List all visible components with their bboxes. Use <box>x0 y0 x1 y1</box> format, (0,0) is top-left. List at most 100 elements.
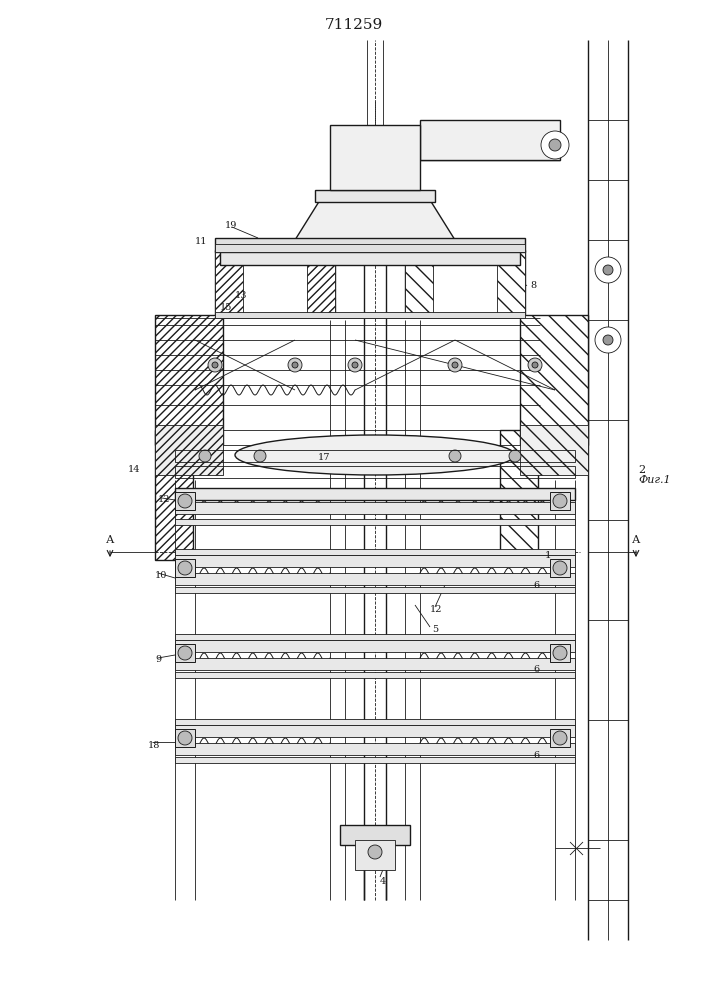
Circle shape <box>368 845 382 859</box>
Circle shape <box>288 358 302 372</box>
Bar <box>175 549 575 555</box>
Circle shape <box>528 358 542 372</box>
Circle shape <box>595 327 621 353</box>
Bar <box>220 252 520 265</box>
Bar <box>215 238 525 252</box>
Text: 19: 19 <box>225 221 238 230</box>
Bar <box>215 250 335 315</box>
Bar <box>550 644 570 662</box>
Bar <box>405 250 525 315</box>
Bar <box>520 315 588 445</box>
Text: 1: 1 <box>543 550 550 560</box>
Circle shape <box>348 358 362 372</box>
Bar <box>175 559 195 577</box>
Bar <box>175 488 575 500</box>
Bar <box>420 120 560 160</box>
Bar <box>175 725 575 737</box>
Circle shape <box>178 494 192 508</box>
Text: 6: 6 <box>533 666 539 674</box>
Circle shape <box>212 362 218 368</box>
Circle shape <box>549 139 561 151</box>
Text: 18: 18 <box>148 740 160 750</box>
Polygon shape <box>295 200 455 240</box>
Bar <box>340 825 410 845</box>
Text: 16: 16 <box>220 247 233 256</box>
Text: 2: 2 <box>638 465 645 475</box>
Circle shape <box>532 362 538 368</box>
Text: 17: 17 <box>318 452 330 462</box>
Circle shape <box>292 362 298 368</box>
Text: 1: 1 <box>545 550 551 560</box>
Circle shape <box>199 450 211 462</box>
Text: 6: 6 <box>533 750 539 760</box>
Bar <box>155 425 223 475</box>
Bar <box>550 559 570 577</box>
Bar <box>497 250 525 315</box>
Text: 15: 15 <box>220 302 233 312</box>
Text: А: А <box>632 535 640 545</box>
Circle shape <box>434 239 446 251</box>
Circle shape <box>452 362 458 368</box>
Text: 10: 10 <box>155 570 168 580</box>
Text: 8: 8 <box>530 280 536 290</box>
Bar <box>355 840 395 870</box>
Bar <box>307 250 335 315</box>
Bar <box>215 250 243 315</box>
Bar <box>215 244 525 252</box>
Text: А: А <box>106 535 115 545</box>
Circle shape <box>274 239 286 251</box>
Circle shape <box>553 731 567 745</box>
Circle shape <box>603 335 613 345</box>
Bar <box>175 492 195 510</box>
Text: 12: 12 <box>158 495 170 504</box>
Circle shape <box>178 731 192 745</box>
Bar <box>155 430 193 560</box>
Circle shape <box>553 646 567 660</box>
Bar <box>175 757 575 763</box>
Bar <box>175 587 575 593</box>
Text: 11: 11 <box>195 237 207 246</box>
Text: 711259: 711259 <box>325 18 383 32</box>
Circle shape <box>595 257 621 283</box>
Circle shape <box>553 561 567 575</box>
Ellipse shape <box>235 435 515 475</box>
Bar <box>175 573 575 585</box>
Circle shape <box>603 265 613 275</box>
Bar <box>175 555 575 567</box>
Bar <box>405 250 433 315</box>
Bar <box>175 634 575 640</box>
Bar <box>330 125 420 190</box>
Circle shape <box>449 450 461 462</box>
Circle shape <box>178 646 192 660</box>
Bar <box>175 640 575 652</box>
Bar <box>175 450 575 462</box>
Bar <box>175 502 575 514</box>
Text: 4: 4 <box>380 878 386 886</box>
Text: 5: 5 <box>432 626 438 635</box>
Circle shape <box>234 239 246 251</box>
Text: Фиг.1: Фиг.1 <box>638 475 671 485</box>
Circle shape <box>541 131 569 159</box>
Bar <box>175 729 195 747</box>
Text: 3: 3 <box>390 180 397 190</box>
Text: 9: 9 <box>155 656 161 664</box>
Circle shape <box>178 561 192 575</box>
Bar <box>550 729 570 747</box>
Circle shape <box>553 494 567 508</box>
Bar <box>175 466 575 478</box>
Bar <box>175 644 195 662</box>
Circle shape <box>474 239 486 251</box>
Bar <box>500 430 538 560</box>
Bar <box>215 312 525 318</box>
Text: 12: 12 <box>430 605 443 614</box>
Bar <box>155 315 223 445</box>
Circle shape <box>352 362 358 368</box>
Bar <box>550 492 570 510</box>
Circle shape <box>509 450 521 462</box>
Bar <box>315 190 435 202</box>
Text: 13: 13 <box>235 290 247 300</box>
Bar <box>175 519 575 525</box>
Text: 14: 14 <box>128 466 141 475</box>
Circle shape <box>448 358 462 372</box>
Bar <box>175 672 575 678</box>
